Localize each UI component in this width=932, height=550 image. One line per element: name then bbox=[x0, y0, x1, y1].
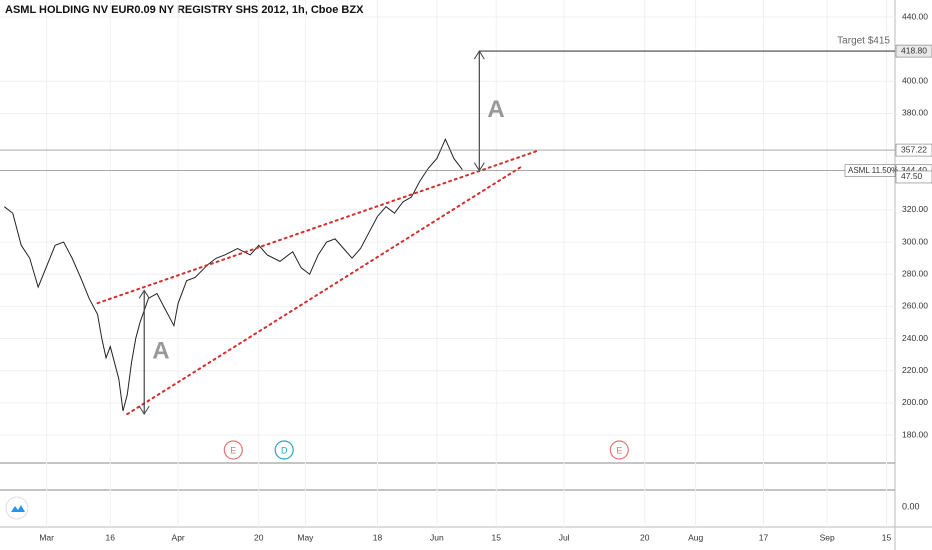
price-prefix: ASML 11.50% bbox=[848, 166, 898, 175]
price-label-box bbox=[895, 170, 932, 184]
y-tick-label: 240.00 bbox=[902, 333, 928, 343]
y-tick-label: 320.00 bbox=[902, 204, 928, 214]
x-tick-label: 17 bbox=[759, 532, 769, 542]
x-tick-label: 18 bbox=[373, 532, 383, 542]
price-label-box bbox=[895, 44, 932, 58]
y-tick-label: 380.00 bbox=[902, 108, 928, 118]
y-tick-label: 260.00 bbox=[902, 301, 928, 311]
price-label: 344.40 bbox=[901, 165, 927, 175]
lower-pane-label: 0.00 bbox=[902, 501, 920, 511]
event-label: D bbox=[281, 445, 288, 455]
arrow-label: A bbox=[152, 338, 169, 365]
price-label: 357.22 bbox=[901, 144, 927, 154]
y-tick-label: 200.00 bbox=[902, 397, 928, 407]
event-marker bbox=[609, 440, 629, 460]
arrow-head bbox=[138, 289, 150, 299]
price-prefix-box bbox=[844, 164, 896, 177]
y-tick-label: 440.00 bbox=[902, 11, 928, 21]
y-tick-label: 300.00 bbox=[902, 236, 928, 246]
x-tick-label: Mar bbox=[39, 532, 54, 542]
event-marker bbox=[274, 440, 294, 460]
event-label: E bbox=[230, 445, 236, 455]
x-tick-label: May bbox=[297, 532, 314, 542]
arrow-label: A bbox=[487, 96, 504, 123]
x-tick-label: 15 bbox=[882, 532, 892, 542]
y-tick-label: 220.00 bbox=[902, 365, 928, 375]
logo bbox=[5, 496, 29, 520]
x-tick-label: Sep bbox=[820, 532, 835, 542]
x-tick-label: 15 bbox=[492, 532, 502, 542]
y-tick-label: 180.00 bbox=[902, 429, 928, 439]
price-label-box bbox=[895, 143, 932, 157]
x-tick-label: Apr bbox=[172, 532, 185, 542]
chart-title: ASML HOLDING NV EUR0.09 NY REGISTRY SHS … bbox=[5, 4, 364, 16]
y-tick-label: 280.00 bbox=[902, 268, 928, 278]
x-tick-label: 20 bbox=[254, 532, 264, 542]
x-tick-label: Jul bbox=[559, 532, 570, 542]
price-label: 47.50 bbox=[901, 171, 923, 181]
arrow-head bbox=[138, 405, 150, 416]
trendline bbox=[96, 149, 540, 305]
price-label: 418.80 bbox=[901, 45, 927, 55]
x-tick-label: Aug bbox=[688, 532, 703, 542]
event-marker bbox=[223, 440, 243, 460]
x-tick-label: 20 bbox=[640, 532, 650, 542]
y-tick-label: 400.00 bbox=[902, 76, 928, 86]
x-tick-label: 16 bbox=[106, 532, 116, 542]
trendline bbox=[126, 165, 523, 416]
event-label: E bbox=[616, 445, 622, 455]
x-tick-label: Jun bbox=[430, 532, 444, 542]
target-label: Target $415 bbox=[837, 36, 890, 47]
